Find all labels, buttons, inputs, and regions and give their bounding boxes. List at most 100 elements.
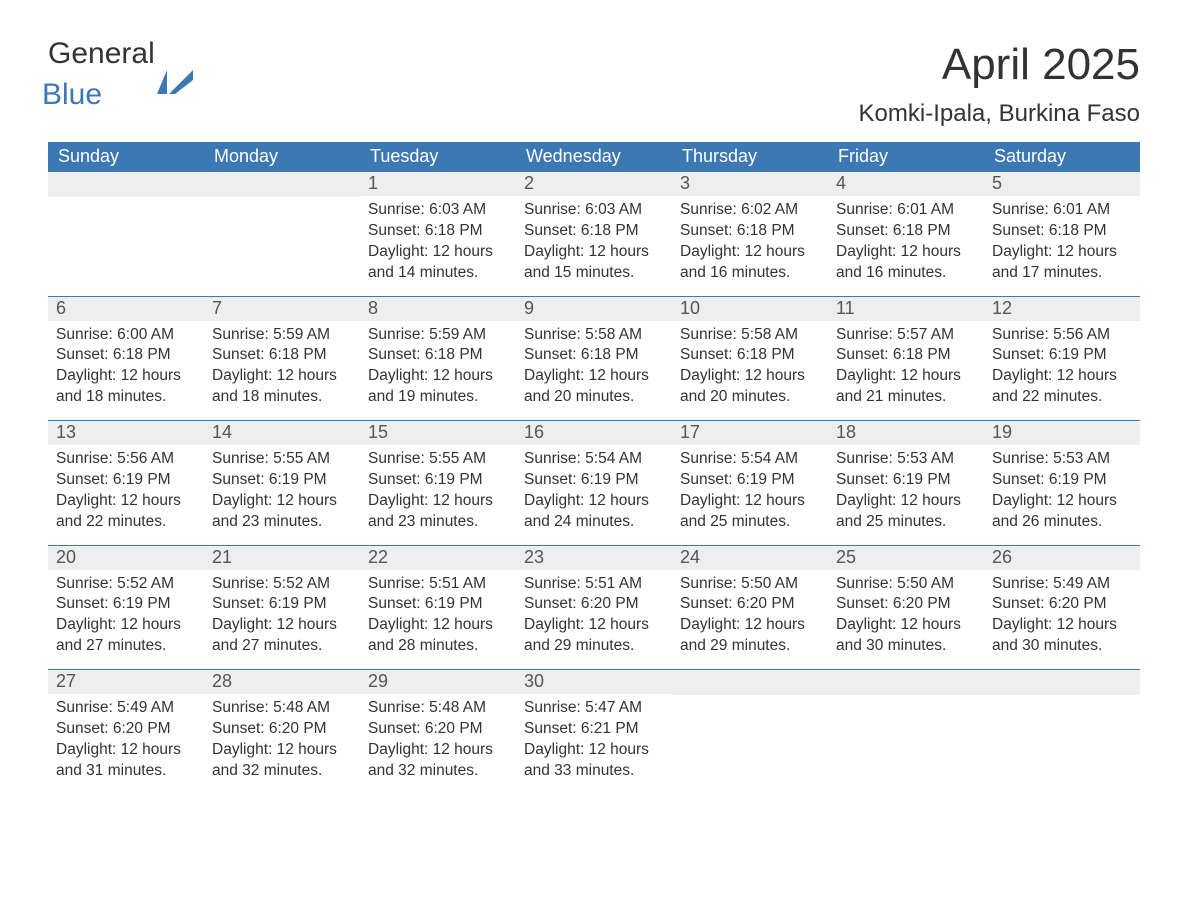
weekday-header: Sunday (48, 142, 204, 172)
calendar-day-cell: 29Sunrise: 5:48 AMSunset: 6:20 PMDayligh… (360, 670, 516, 794)
daylight-line: Daylight: 12 hours and 16 minutes. (680, 242, 820, 284)
day-number: 28 (204, 670, 360, 694)
sunrise-line: Sunrise: 5:53 AM (836, 449, 976, 470)
calendar-day-cell: 20Sunrise: 5:52 AMSunset: 6:19 PMDayligh… (48, 546, 204, 670)
calendar-day-cell: 3Sunrise: 6:02 AMSunset: 6:18 PMDaylight… (672, 172, 828, 296)
day-number: 20 (48, 546, 204, 570)
day-body: Sunrise: 5:55 AMSunset: 6:19 PMDaylight:… (204, 445, 360, 539)
sunset-line: Sunset: 6:19 PM (212, 594, 352, 615)
weekday-header: Tuesday (360, 142, 516, 172)
daylight-line: Daylight: 12 hours and 14 minutes. (368, 242, 508, 284)
day-body: Sunrise: 5:51 AMSunset: 6:19 PMDaylight:… (360, 570, 516, 664)
day-number: 15 (360, 421, 516, 445)
sunset-line: Sunset: 6:20 PM (680, 594, 820, 615)
daylight-line: Daylight: 12 hours and 23 minutes. (212, 491, 352, 533)
day-number: 26 (984, 546, 1140, 570)
sunset-line: Sunset: 6:18 PM (368, 221, 508, 242)
sunrise-line: Sunrise: 6:02 AM (680, 200, 820, 221)
calendar-day-cell: 10Sunrise: 5:58 AMSunset: 6:18 PMDayligh… (672, 297, 828, 421)
page-title: April 2025 (942, 40, 1140, 90)
day-body: Sunrise: 5:53 AMSunset: 6:19 PMDaylight:… (984, 445, 1140, 539)
calendar-day-cell: 8Sunrise: 5:59 AMSunset: 6:18 PMDaylight… (360, 297, 516, 421)
calendar-day-cell: 22Sunrise: 5:51 AMSunset: 6:19 PMDayligh… (360, 546, 516, 670)
brand-word-1: General (48, 37, 155, 70)
day-number: 11 (828, 297, 984, 321)
sunset-line: Sunset: 6:18 PM (680, 221, 820, 242)
calendar-day-cell (828, 670, 984, 794)
day-number: 4 (828, 172, 984, 196)
sunset-line: Sunset: 6:18 PM (524, 221, 664, 242)
daylight-line: Daylight: 12 hours and 27 minutes. (212, 615, 352, 657)
sunset-line: Sunset: 6:18 PM (992, 221, 1132, 242)
daylight-line: Daylight: 12 hours and 26 minutes. (992, 491, 1132, 533)
sunset-line: Sunset: 6:20 PM (56, 719, 196, 740)
calendar-week-row: 1Sunrise: 6:03 AMSunset: 6:18 PMDaylight… (48, 172, 1140, 296)
day-number: 18 (828, 421, 984, 445)
day-body: Sunrise: 5:51 AMSunset: 6:20 PMDaylight:… (516, 570, 672, 664)
daylight-line: Daylight: 12 hours and 32 minutes. (212, 740, 352, 782)
day-body: Sunrise: 6:03 AMSunset: 6:18 PMDaylight:… (516, 196, 672, 290)
calendar-day-cell: 28Sunrise: 5:48 AMSunset: 6:20 PMDayligh… (204, 670, 360, 794)
day-body: Sunrise: 5:56 AMSunset: 6:19 PMDaylight:… (984, 321, 1140, 415)
sunrise-line: Sunrise: 5:48 AM (368, 698, 508, 719)
daylight-line: Daylight: 12 hours and 29 minutes. (524, 615, 664, 657)
sunrise-line: Sunrise: 5:49 AM (56, 698, 196, 719)
day-number: 17 (672, 421, 828, 445)
calendar-day-cell: 26Sunrise: 5:49 AMSunset: 6:20 PMDayligh… (984, 546, 1140, 670)
sunrise-line: Sunrise: 5:50 AM (836, 574, 976, 595)
brand-word-2: Blue (42, 78, 102, 111)
calendar-day-cell: 23Sunrise: 5:51 AMSunset: 6:20 PMDayligh… (516, 546, 672, 670)
calendar-day-cell: 21Sunrise: 5:52 AMSunset: 6:19 PMDayligh… (204, 546, 360, 670)
calendar-day-cell (48, 172, 204, 296)
calendar-week-row: 6Sunrise: 6:00 AMSunset: 6:18 PMDaylight… (48, 297, 1140, 421)
sunrise-line: Sunrise: 5:52 AM (56, 574, 196, 595)
sunrise-line: Sunrise: 5:57 AM (836, 325, 976, 346)
day-body: Sunrise: 5:59 AMSunset: 6:18 PMDaylight:… (204, 321, 360, 415)
day-body: Sunrise: 6:02 AMSunset: 6:18 PMDaylight:… (672, 196, 828, 290)
calendar-day-cell: 11 Sunrise: 5:57 AMSunset: 6:18 PMDayligh… (828, 297, 984, 421)
sunrise-line: Sunrise: 6:00 AM (56, 325, 196, 346)
weekday-header-row: Sunday Monday Tuesday Wednesday Thursday… (48, 142, 1140, 172)
sunset-line: Sunset: 6:19 PM (992, 345, 1132, 366)
weekday-header: Wednesday (516, 142, 672, 172)
sunrise-line: Sunrise: 6:03 AM (524, 200, 664, 221)
sunrise-line: Sunrise: 5:54 AM (680, 449, 820, 470)
calendar-day-cell (984, 670, 1140, 794)
day-body: Sunrise: 5:58 AMSunset: 6:18 PMDaylight:… (672, 321, 828, 415)
day-body: Sunrise: 5:49 AMSunset: 6:20 PMDaylight:… (48, 694, 204, 788)
sunset-line: Sunset: 6:20 PM (524, 594, 664, 615)
day-body: Sunrise: 5:49 AMSunset: 6:20 PMDaylight:… (984, 570, 1140, 664)
sunrise-line: Sunrise: 5:52 AM (212, 574, 352, 595)
sunset-line: Sunset: 6:19 PM (836, 470, 976, 491)
sunset-line: Sunset: 6:19 PM (992, 470, 1132, 491)
day-number: 24 (672, 546, 828, 570)
sunset-line: Sunset: 6:18 PM (836, 345, 976, 366)
sunset-line: Sunset: 6:19 PM (368, 470, 508, 491)
sunrise-line: Sunrise: 5:55 AM (212, 449, 352, 470)
sunset-line: Sunset: 6:20 PM (992, 594, 1132, 615)
daylight-line: Daylight: 12 hours and 21 minutes. (836, 366, 976, 408)
daylight-line: Daylight: 12 hours and 18 minutes. (56, 366, 196, 408)
daylight-line: Daylight: 12 hours and 15 minutes. (524, 242, 664, 284)
calendar-week-row: 13Sunrise: 5:56 AMSunset: 6:19 PMDayligh… (48, 421, 1140, 545)
calendar-day-cell: 13Sunrise: 5:56 AMSunset: 6:19 PMDayligh… (48, 421, 204, 545)
daylight-line: Daylight: 12 hours and 25 minutes. (680, 491, 820, 533)
sunrise-line: Sunrise: 5:56 AM (56, 449, 196, 470)
day-number: 27 (48, 670, 204, 694)
day-body: Sunrise: 5:58 AMSunset: 6:18 PMDaylight:… (516, 321, 672, 415)
daylight-line: Daylight: 12 hours and 33 minutes. (524, 740, 664, 782)
location-subtitle: Komki-Ipala, Burkina Faso (48, 100, 1140, 128)
calendar-day-cell: 18Sunrise: 5:53 AMSunset: 6:19 PMDayligh… (828, 421, 984, 545)
day-body: Sunrise: 5:48 AMSunset: 6:20 PMDaylight:… (360, 694, 516, 788)
day-body: Sunrise: 6:01 AMSunset: 6:18 PMDaylight:… (984, 196, 1140, 290)
sunset-line: Sunset: 6:20 PM (836, 594, 976, 615)
calendar-day-cell: 16Sunrise: 5:54 AMSunset: 6:19 PMDayligh… (516, 421, 672, 545)
calendar-day-cell: 9Sunrise: 5:58 AMSunset: 6:18 PMDaylight… (516, 297, 672, 421)
sunset-line: Sunset: 6:18 PM (524, 345, 664, 366)
calendar-day-cell: 17Sunrise: 5:54 AMSunset: 6:19 PMDayligh… (672, 421, 828, 545)
daylight-line: Daylight: 12 hours and 23 minutes. (368, 491, 508, 533)
daylight-line: Daylight: 12 hours and 30 minutes. (836, 615, 976, 657)
day-number: 16 (516, 421, 672, 445)
empty-day (204, 172, 360, 197)
empty-day (984, 670, 1140, 695)
